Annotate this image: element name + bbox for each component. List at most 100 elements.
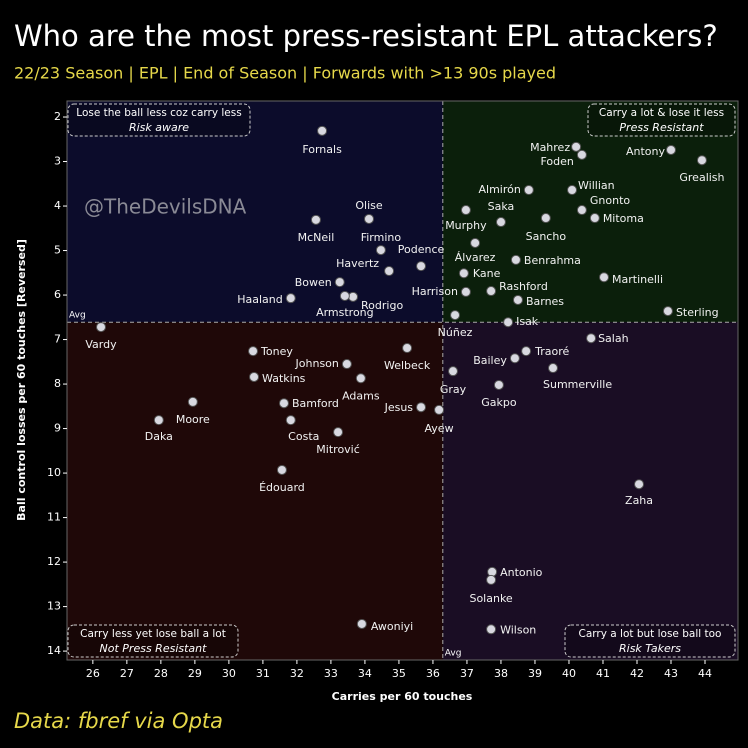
- point-label: Édouard: [259, 481, 305, 494]
- plot-frame: [66, 100, 739, 661]
- point-label: Foden: [541, 155, 574, 168]
- point: [486, 574, 497, 585]
- footer: Data: fbref via Opta: [14, 709, 223, 733]
- point: [576, 205, 587, 216]
- x-tick-label: 41: [596, 667, 610, 680]
- point: [402, 343, 413, 354]
- point: [310, 214, 321, 225]
- y-tick-label: 14: [47, 644, 61, 657]
- point: [512, 294, 523, 305]
- point-label: Johnson: [295, 357, 339, 370]
- chart-title: Who are the most press-resistant EPL att…: [14, 19, 718, 53]
- point: [348, 291, 359, 302]
- y-tick-label: 6: [54, 288, 61, 301]
- point-label: Haaland: [237, 293, 283, 306]
- point-label: Gakpo: [481, 396, 517, 409]
- avg-label: Avg: [445, 649, 462, 659]
- point-label: Jesus: [384, 401, 414, 414]
- point-label: Harrison: [412, 285, 458, 298]
- quadrant-title: Lose the ball less coz carry less: [76, 107, 241, 119]
- point-label: Welbeck: [384, 359, 431, 372]
- x-tick-label: 44: [698, 667, 712, 680]
- point-label: Mitoma: [603, 212, 644, 225]
- point-label: Costa: [288, 430, 319, 443]
- point: [341, 359, 352, 370]
- y-tick-label: 7: [54, 333, 61, 346]
- y-tick-label: 13: [47, 600, 61, 613]
- x-tick-label: 33: [324, 667, 338, 680]
- y-tick-label: 4: [54, 199, 61, 212]
- point: [355, 373, 366, 384]
- point: [285, 415, 296, 426]
- point: [662, 306, 673, 317]
- point-label: Vardy: [85, 338, 117, 351]
- chart-subtitle: 22/23 Season | EPL | End of Season | For…: [14, 64, 556, 83]
- point: [460, 286, 471, 297]
- point: [495, 217, 506, 228]
- watermark: @TheDevilsDNA: [84, 195, 247, 219]
- point: [153, 415, 164, 426]
- point: [567, 185, 578, 196]
- x-axis-label: Carries per 60 touches: [332, 690, 473, 703]
- point-label: Mitrović: [316, 443, 359, 456]
- x-tick-label: 37: [460, 667, 474, 680]
- point-label: Isak: [516, 315, 539, 328]
- point-label: Watkins: [262, 372, 306, 385]
- y-tick-label: 8: [54, 377, 61, 390]
- point-label: Mahrez: [530, 141, 570, 154]
- point: [696, 155, 707, 166]
- point-label: Traoré: [534, 345, 569, 358]
- point: [339, 290, 350, 301]
- x-tick-label: 38: [494, 667, 508, 680]
- point: [586, 333, 597, 344]
- quadrant-title: Carry less yet lose ball a lot: [80, 628, 226, 640]
- point: [589, 213, 600, 224]
- point: [96, 322, 107, 333]
- point: [571, 141, 582, 152]
- y-tick-label: 12: [47, 555, 61, 568]
- point: [521, 346, 532, 357]
- point-label: Rodrigo: [361, 299, 403, 312]
- y-tick-label: 5: [54, 244, 61, 257]
- x-tick-label: 39: [528, 667, 542, 680]
- point: [458, 268, 469, 279]
- point: [599, 272, 610, 283]
- y-tick-label: 2: [54, 110, 61, 123]
- point: [666, 144, 677, 155]
- point-label: Núñez: [438, 326, 473, 339]
- y-tick-label: 3: [54, 155, 61, 168]
- point: [285, 293, 296, 304]
- point: [634, 479, 645, 490]
- point-label: Sterling: [676, 306, 719, 319]
- quadrant-subtitle: Not Press Resistant: [100, 642, 208, 655]
- point: [364, 213, 375, 224]
- point: [276, 464, 287, 475]
- point: [416, 402, 427, 413]
- x-tick-label: 31: [256, 667, 270, 680]
- point-label: Barnes: [526, 295, 564, 308]
- point: [493, 379, 504, 390]
- avg-label: Avg: [69, 311, 86, 321]
- point: [187, 396, 198, 407]
- x-tick-label: 26: [86, 667, 100, 680]
- x-tick-label: 30: [222, 667, 236, 680]
- point: [503, 317, 514, 328]
- point: [249, 371, 260, 382]
- quadrant-subtitle: Risk Takers: [619, 642, 681, 655]
- quadrant-title: Carry a lot but lose ball too: [579, 628, 722, 640]
- point: [334, 277, 345, 288]
- x-tick-label: 32: [290, 667, 304, 680]
- point-label: Antonio: [500, 566, 543, 579]
- quadrant-top-right: [442, 101, 738, 323]
- x-tick-label: 43: [664, 667, 678, 680]
- point: [448, 366, 459, 377]
- point: [384, 266, 395, 277]
- point: [486, 286, 497, 297]
- point-label: Moore: [176, 413, 210, 426]
- point: [450, 310, 461, 321]
- point: [278, 398, 289, 409]
- point-label: Olise: [355, 199, 383, 212]
- point: [356, 618, 367, 629]
